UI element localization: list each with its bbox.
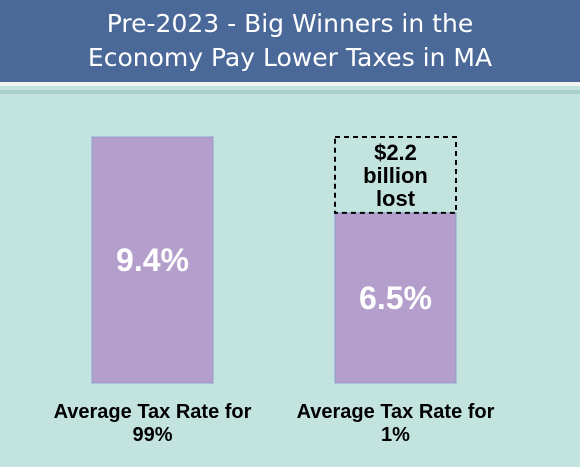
- category-label-2-line-2: 1%: [381, 424, 410, 446]
- bar-2: [334, 212, 457, 384]
- bar-value-label-2: 6.5%: [359, 280, 432, 316]
- lost-revenue-label-line-2: billion: [363, 163, 428, 188]
- lost-revenue-label-line-1: $2.2: [374, 140, 417, 165]
- banner-shadow: [0, 90, 580, 94]
- bar-value-label-1: 9.4%: [116, 242, 189, 278]
- category-label-1-line-2: 99%: [132, 424, 172, 446]
- chart-title-line-1: Pre-2023 - Big Winners in the: [106, 9, 474, 38]
- lost-revenue-box: [334, 136, 457, 214]
- category-label-1-line-1: Average Tax Rate for: [54, 401, 252, 423]
- lost-revenue-label-line-3: lost: [376, 186, 416, 211]
- chart-title-line-2: Economy Pay Lower Taxes in MA: [87, 43, 493, 72]
- title-banner: Pre-2023 - Big Winners in the Economy Pa…: [0, 0, 580, 86]
- bar-1: [91, 136, 214, 384]
- category-label-2-line-1: Average Tax Rate for: [297, 401, 495, 423]
